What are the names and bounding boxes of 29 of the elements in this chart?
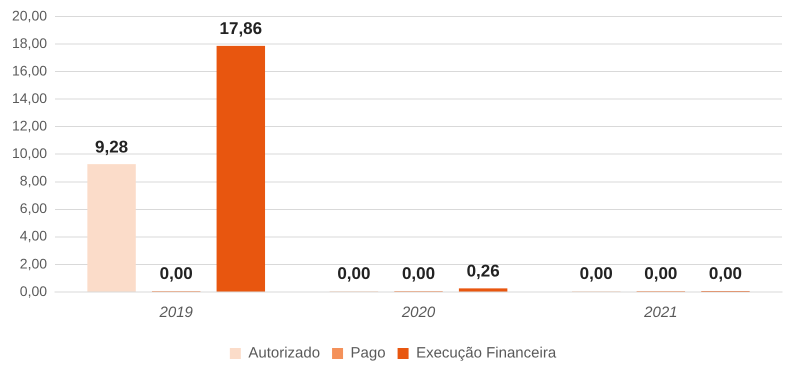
legend-label: Pago [350,344,386,362]
x-tick-label: 2021 [643,304,678,322]
legend-label: Autorizado [248,344,320,362]
data-label: 0,00 [402,264,436,284]
data-label: 0,00 [337,264,370,284]
y-tick-label: 16,00 [12,62,48,78]
x-tick-label: 2020 [400,304,436,322]
legend-label: Execução Financeira [416,344,557,362]
y-tick-label: 6,00 [20,200,48,216]
y-tick-label: 4,00 [20,228,48,244]
bar [216,46,266,292]
y-tick-label: 14,00 [12,90,48,106]
data-label: 0,00 [580,264,613,284]
bar [458,288,508,292]
data-label: 0,00 [160,264,193,284]
y-tick-label: 8,00 [20,172,48,189]
bar [87,164,136,292]
x-tick-label: 2019 [158,304,194,322]
y-tick-label: 0,00 [20,282,48,299]
data-label: 17,86 [220,19,262,38]
y-tick-label: 10,00 [12,145,48,162]
y-tick-label: 12,00 [12,118,48,134]
y-tick-label: 18,00 [12,34,48,51]
data-label: 0,00 [708,264,742,284]
y-tick-label: 20,00 [12,7,48,24]
data-label: 0,00 [644,264,678,284]
y-tick-label: 2,00 [20,255,48,272]
data-label: 9,28 [95,137,128,156]
data-label: 0,26 [466,262,500,281]
